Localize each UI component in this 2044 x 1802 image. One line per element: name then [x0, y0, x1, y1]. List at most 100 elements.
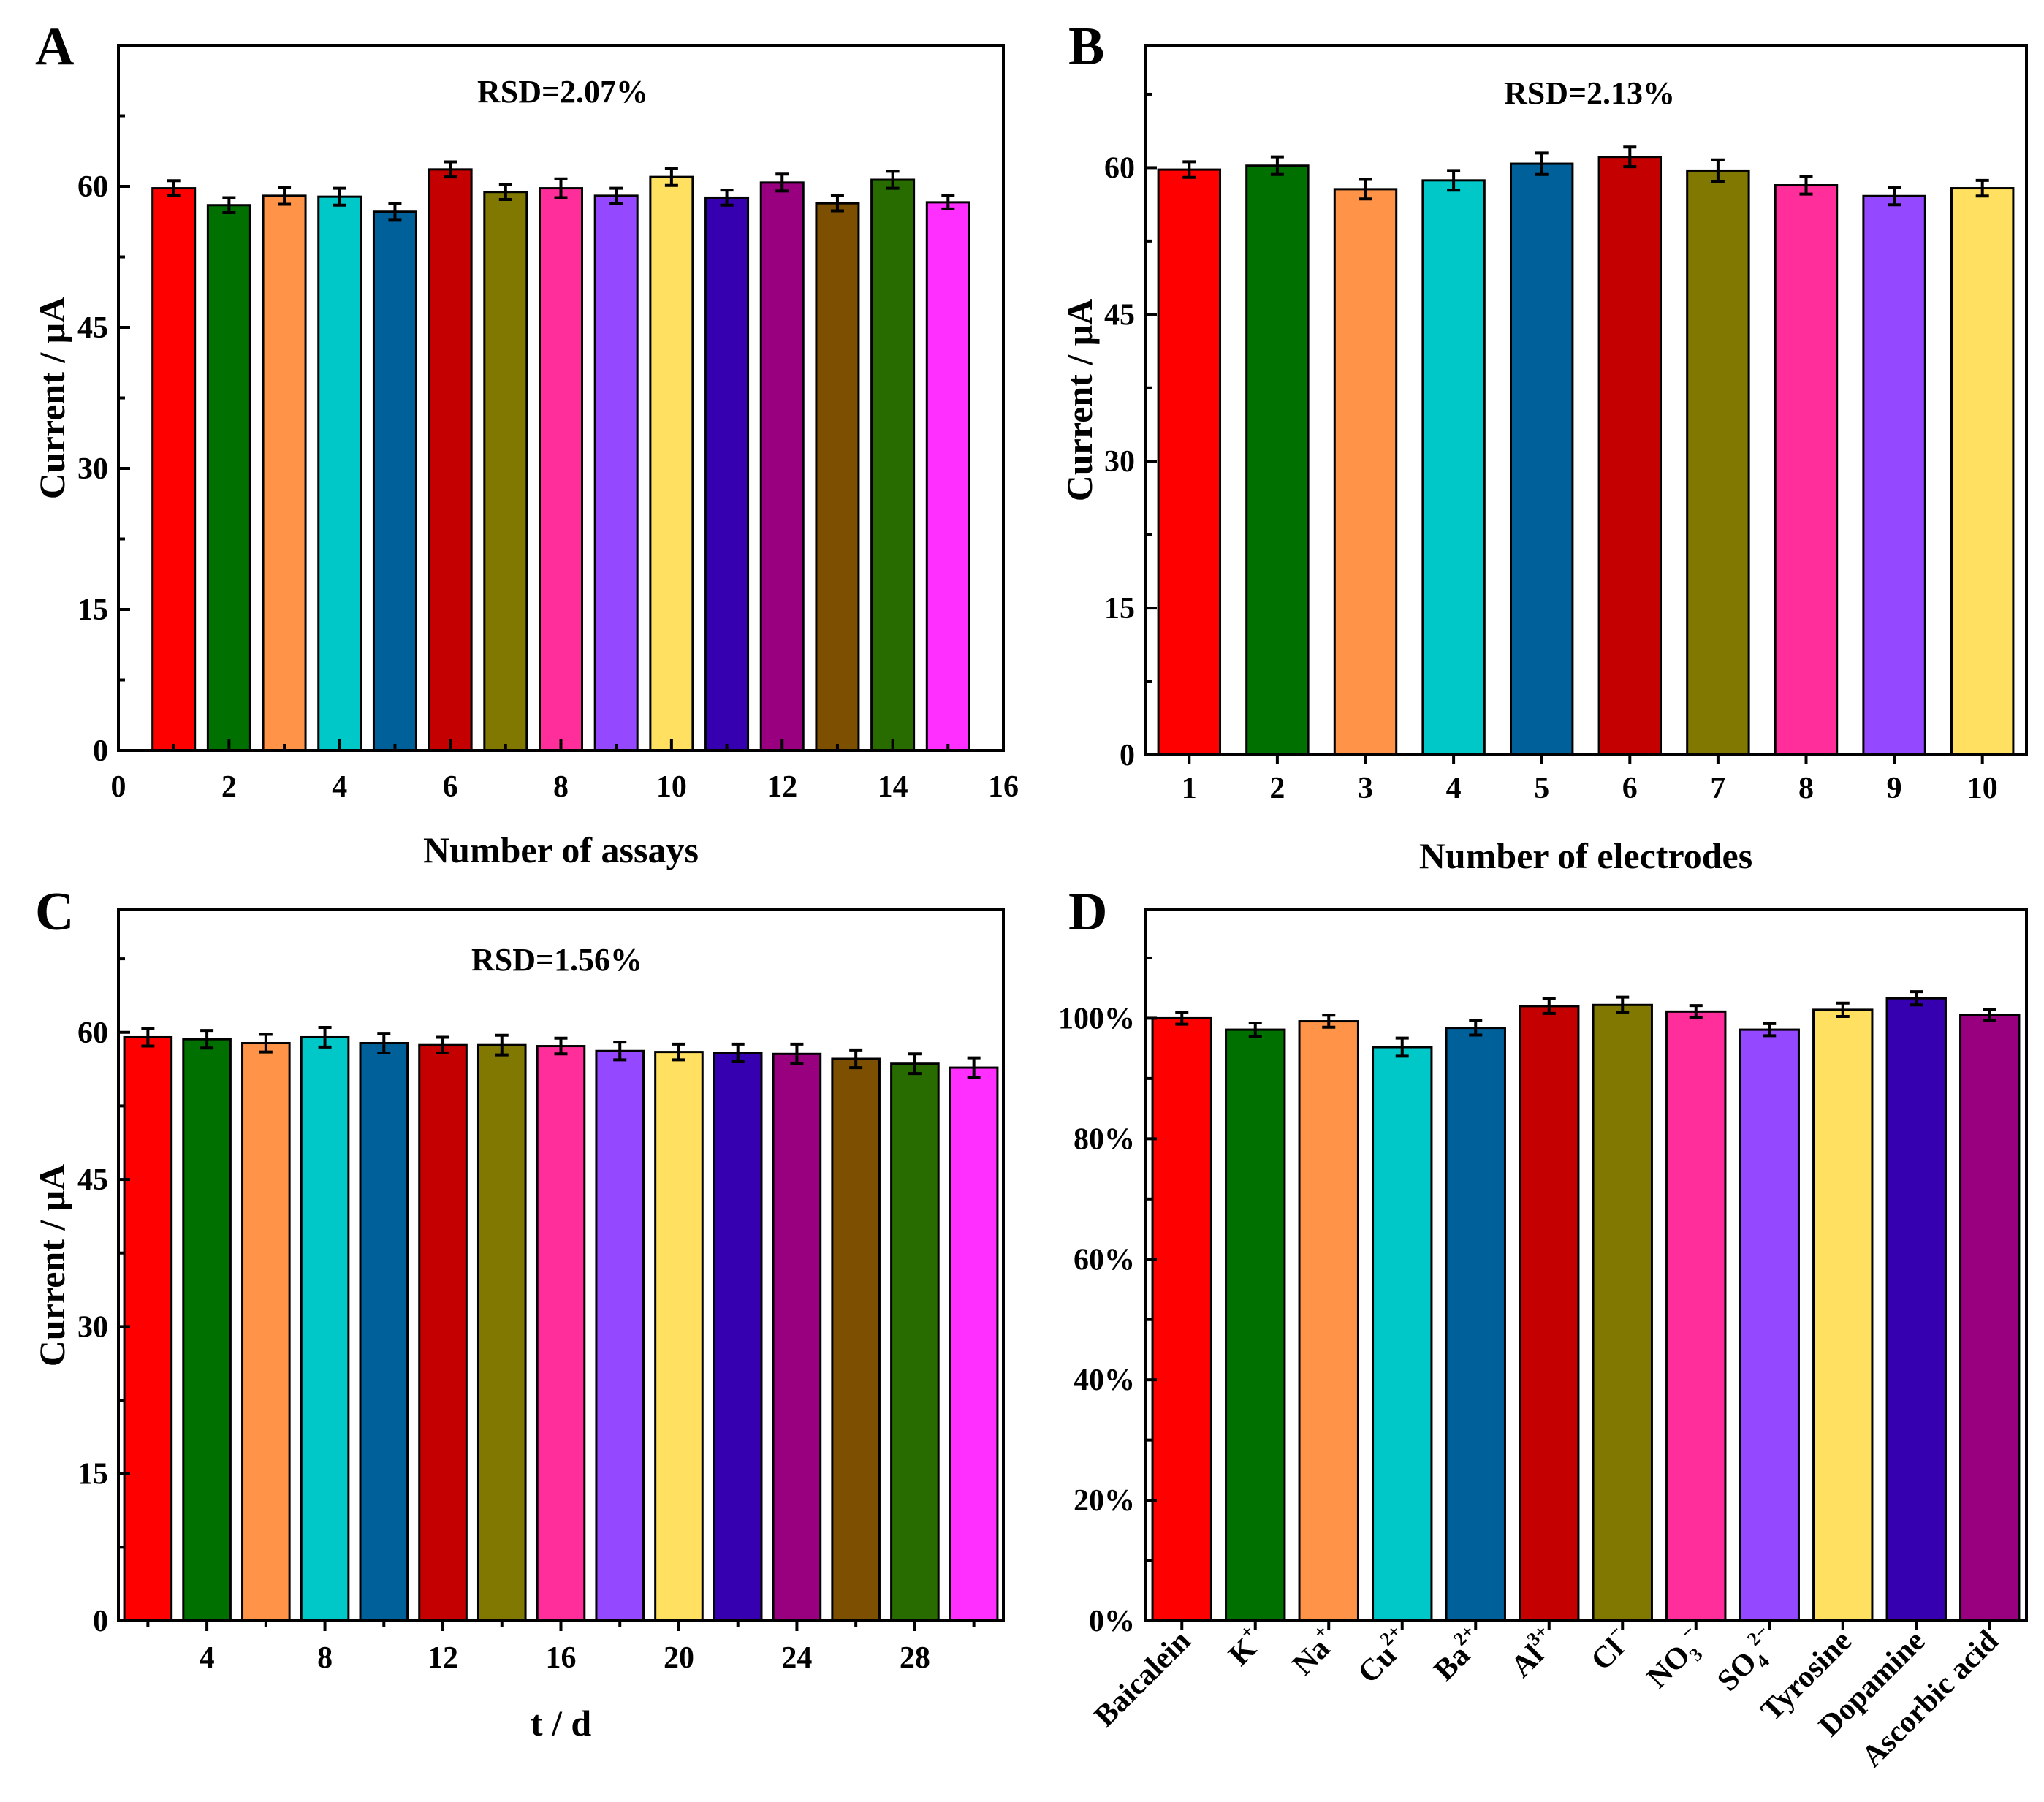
- bar: [593, 194, 639, 752]
- x-tick-label: 9: [1887, 772, 1902, 805]
- error-bar: [830, 194, 844, 213]
- panel-letter: B: [1068, 17, 1104, 77]
- bar: [654, 1051, 704, 1622]
- error-bar: [1469, 1019, 1483, 1037]
- y-tick-label: 45: [77, 311, 108, 345]
- bar: [206, 204, 251, 752]
- error-bar: [790, 1042, 804, 1065]
- y-tick-label: 15: [77, 1458, 108, 1491]
- x-tick-label: Baicalein: [1088, 1624, 1198, 1734]
- error-bar: [495, 1033, 509, 1057]
- error-bar: [1689, 1004, 1703, 1019]
- bar: [1885, 997, 1947, 1622]
- bar: [831, 1057, 881, 1622]
- y-tick-label: 100%: [1058, 1002, 1135, 1035]
- error-bar: [200, 1029, 214, 1050]
- x-tick-label: 16: [546, 1641, 577, 1675]
- y-tick-label: 45: [77, 1163, 108, 1197]
- x-axis-title: Number of assays: [423, 829, 699, 870]
- x-tick-label: NO3−: [1637, 1621, 1714, 1698]
- error-bar: [664, 167, 678, 187]
- x-tick-label: K+: [1219, 1621, 1271, 1673]
- x-axis-title: t / d: [531, 1703, 592, 1744]
- y-axis-title: Current / μA: [1059, 299, 1100, 501]
- x-tick-label: 2: [1269, 772, 1285, 805]
- error-bar: [1248, 1022, 1262, 1038]
- error-bar: [967, 1056, 981, 1079]
- y-tick-label: 15: [77, 593, 108, 627]
- x-tick-label: 4: [332, 770, 347, 804]
- bar: [1739, 1028, 1800, 1622]
- chart-panel-c: 0 15 30 45 60 4 8 12 16 20 24 28 C RSD=1.56% t / d Curr…: [31, 882, 1005, 1744]
- error-bar: [167, 179, 181, 197]
- bar: [372, 210, 417, 752]
- error-bar: [1359, 178, 1372, 201]
- error-bar: [1983, 1008, 1996, 1022]
- error-bar: [222, 196, 236, 215]
- bar: [1225, 1028, 1286, 1622]
- bar: [539, 187, 583, 752]
- panel-letter: A: [35, 17, 74, 77]
- x-tick-label: 12: [767, 770, 797, 804]
- error-bar: [1395, 1036, 1409, 1058]
- x-tick-label: 8: [553, 770, 569, 804]
- bar: [949, 1066, 999, 1622]
- y-tick-label: 60%: [1074, 1243, 1135, 1277]
- bar: [182, 1038, 232, 1622]
- x-tick-label: Na+: [1283, 1621, 1344, 1682]
- error-bar: [1623, 145, 1637, 169]
- error-bar: [278, 186, 292, 206]
- error-bar: [1535, 151, 1549, 176]
- y-tick-label: 40%: [1074, 1364, 1135, 1397]
- bar: [151, 187, 197, 752]
- bar: [1245, 164, 1310, 756]
- bar: [483, 191, 528, 752]
- bar: [1950, 187, 2015, 756]
- y-tick-label: 0: [93, 734, 108, 768]
- y-tick-label: 20%: [1074, 1484, 1135, 1518]
- bar: [123, 1035, 173, 1622]
- error-bar: [318, 1026, 332, 1049]
- error-bar: [141, 1027, 155, 1048]
- bar: [815, 202, 860, 752]
- error-bar: [1910, 990, 1923, 1007]
- error-bar: [672, 1042, 685, 1062]
- x-tick-label: 4: [1446, 772, 1462, 805]
- bar: [241, 1042, 291, 1622]
- x-tick-label: 0: [111, 770, 126, 804]
- chart-panel-d: 0% 20% 40% 60% 80% 100% Baicalein K+ Na+Cu2+Ba2+…: [1058, 882, 2028, 1774]
- y-tick-label: 0: [1120, 739, 1135, 772]
- y-tick-label: 45: [1104, 298, 1135, 332]
- error-bar: [1270, 155, 1284, 176]
- bar: [1298, 1020, 1359, 1622]
- x-tick-label: Cu2+: [1348, 1621, 1418, 1690]
- bar: [428, 168, 473, 752]
- bar: [649, 175, 694, 752]
- bar: [925, 201, 970, 752]
- y-tick-label: 30: [77, 1310, 108, 1344]
- error-bar: [609, 186, 623, 205]
- error-bar: [259, 1033, 273, 1054]
- x-tick-label: 10: [656, 770, 687, 804]
- error-bar: [554, 1036, 568, 1056]
- rsd-annotation: RSD=2.07%: [477, 74, 648, 110]
- y-tick-label: 0: [93, 1605, 108, 1638]
- error-bar: [436, 1035, 450, 1054]
- bar: [1509, 162, 1574, 756]
- y-tick-label: 80%: [1074, 1122, 1135, 1156]
- rsd-annotation: RSD=2.13%: [1504, 75, 1675, 111]
- bar: [890, 1062, 940, 1622]
- rsd-annotation: RSD=1.56%: [471, 942, 642, 978]
- error-bar: [1175, 1011, 1189, 1026]
- panel-letter: D: [1068, 882, 1107, 942]
- bar: [1592, 1003, 1653, 1622]
- error-bar: [388, 202, 402, 222]
- x-tick-label: 5: [1534, 772, 1549, 805]
- bar: [870, 178, 916, 752]
- error-bar: [1711, 158, 1725, 183]
- error-bar: [941, 194, 955, 210]
- bar: [300, 1035, 350, 1622]
- error-bar: [886, 170, 900, 190]
